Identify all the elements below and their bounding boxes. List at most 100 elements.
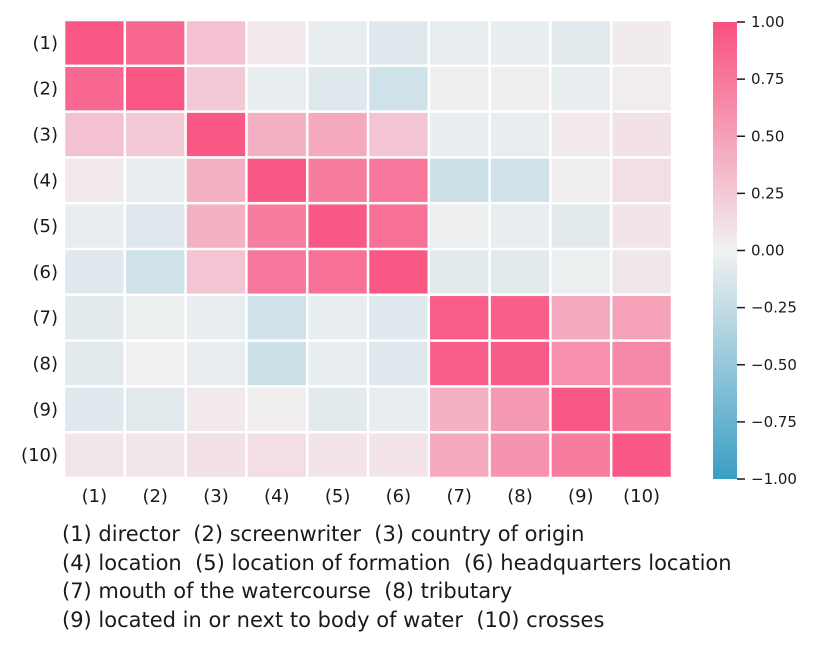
colorbar-tick-label: 1.00 bbox=[751, 13, 784, 31]
legend-line: (7) mouth of the watercourse (8) tributa… bbox=[62, 577, 822, 606]
heatmap-cell bbox=[247, 21, 306, 65]
heatmap-cell bbox=[186, 158, 246, 202]
heatmap-cell bbox=[551, 433, 610, 477]
heatmap-cell bbox=[126, 433, 185, 477]
heatmap-cell bbox=[612, 67, 671, 111]
heatmap-grid bbox=[65, 21, 671, 477]
heatmap-cell bbox=[308, 296, 367, 340]
heatmap-cell bbox=[612, 21, 671, 65]
heatmap-cell bbox=[308, 204, 367, 248]
heatmap-cell bbox=[308, 341, 367, 386]
heatmap-cell bbox=[430, 387, 489, 431]
heatmap-cell bbox=[186, 341, 246, 386]
heatmap-cell bbox=[551, 112, 610, 157]
heatmap-cell bbox=[612, 387, 671, 431]
colorbar-tick-label: −0.25 bbox=[751, 299, 797, 317]
colorbar-tick-label: 0.00 bbox=[751, 242, 784, 260]
heatmap-cell bbox=[65, 158, 124, 202]
heatmap-cell bbox=[551, 21, 610, 65]
heatmap-cell bbox=[308, 67, 367, 111]
row-label: (1) bbox=[33, 33, 59, 54]
column-label: (10) bbox=[623, 486, 660, 507]
heatmap-cell bbox=[126, 341, 185, 386]
legend-line: (1) director (2) screenwriter (3) countr… bbox=[62, 520, 822, 549]
heatmap-cell bbox=[490, 67, 550, 111]
heatmap-cell bbox=[126, 204, 185, 248]
heatmap-cell bbox=[65, 204, 124, 248]
heatmap-cell bbox=[551, 341, 610, 386]
heatmap-cell bbox=[247, 67, 306, 111]
heatmap-cell bbox=[65, 433, 124, 477]
column-label: (5) bbox=[325, 486, 351, 507]
column-label: (1) bbox=[82, 486, 108, 507]
heatmap-cell bbox=[247, 387, 306, 431]
colorbar-tick-label: −1.00 bbox=[751, 470, 797, 488]
row-label: (7) bbox=[33, 308, 59, 329]
heatmap-cell bbox=[186, 433, 246, 477]
heatmap-cell bbox=[430, 112, 489, 157]
heatmap-cell bbox=[247, 296, 306, 340]
column-label: (4) bbox=[264, 486, 290, 507]
row-label: (6) bbox=[33, 262, 59, 283]
heatmap-cell bbox=[612, 433, 671, 477]
heatmap-cell bbox=[490, 433, 550, 477]
heatmap-cell bbox=[65, 341, 124, 386]
heatmap-cell bbox=[247, 250, 306, 294]
heatmap-cell bbox=[369, 250, 428, 294]
heatmap-cell bbox=[490, 341, 550, 386]
heatmap-cell bbox=[612, 112, 671, 157]
heatmap-cell bbox=[369, 112, 428, 157]
heatmap-cell bbox=[126, 158, 185, 202]
colorbar-tick-label: −0.75 bbox=[751, 413, 797, 431]
legend-line: (9) located in or next to body of water … bbox=[62, 606, 822, 635]
heatmap-cell bbox=[490, 112, 550, 157]
colorbar-tick-label: 0.25 bbox=[751, 184, 784, 202]
row-label: (8) bbox=[33, 354, 59, 375]
heatmap-cell bbox=[126, 112, 185, 157]
heatmap-cell bbox=[551, 250, 610, 294]
heatmap-cell bbox=[186, 112, 246, 157]
column-label: (6) bbox=[386, 486, 412, 507]
heatmap-cell bbox=[369, 341, 428, 386]
heatmap-cell bbox=[490, 21, 550, 65]
column-label: (7) bbox=[446, 486, 472, 507]
heatmap-cell bbox=[551, 387, 610, 431]
colorbar-tick-label: 0.50 bbox=[751, 127, 784, 145]
heatmap-cell bbox=[308, 433, 367, 477]
heatmap-cell bbox=[430, 433, 489, 477]
heatmap-cell bbox=[369, 387, 428, 431]
heatmap-cell bbox=[247, 341, 306, 386]
heatmap-cell bbox=[490, 158, 550, 202]
row-label: (9) bbox=[33, 399, 59, 420]
column-label: (2) bbox=[142, 486, 168, 507]
colorbar bbox=[713, 22, 737, 479]
colorbar-tick-label: −0.50 bbox=[751, 356, 797, 374]
heatmap-cell bbox=[65, 67, 124, 111]
legend-line-text: (7) mouth of the watercourse (8) tributa… bbox=[62, 579, 513, 603]
heatmap-cell bbox=[369, 296, 428, 340]
heatmap-cell bbox=[430, 250, 489, 294]
heatmap-cell bbox=[126, 21, 185, 65]
heatmap-cell bbox=[551, 67, 610, 111]
column-labels: (1) (2) (3) (4) (5) (6) (7) (8) (9) (10) bbox=[82, 486, 660, 507]
heatmap-cell bbox=[490, 387, 550, 431]
heatmap-cell bbox=[369, 21, 428, 65]
heatmap-cell bbox=[369, 67, 428, 111]
column-label: (9) bbox=[568, 486, 594, 507]
colorbar-ticks: 1.00 0.75 0.50 0.25 0.00 −0.25 −0.50 −0.75 −1.00 bbox=[737, 13, 797, 488]
heatmap-cell bbox=[65, 387, 124, 431]
row-label: (3) bbox=[33, 125, 59, 146]
heatmap-cell bbox=[308, 250, 367, 294]
heatmap-cell bbox=[186, 204, 246, 248]
legend-line-text: (9) located in or next to body of water … bbox=[62, 607, 605, 632]
heatmap-cell bbox=[186, 250, 246, 294]
heatmap-cell bbox=[247, 433, 306, 477]
heatmap-cell bbox=[490, 296, 550, 340]
column-label: (3) bbox=[203, 486, 229, 507]
heatmap-cell bbox=[612, 250, 671, 294]
row-labels: (1) (2) (3) (4) (5) (6) (7) (8) (9) (10) bbox=[21, 33, 58, 466]
row-label: (4) bbox=[33, 170, 59, 191]
heatmap-cell bbox=[186, 296, 246, 340]
heatmap-cell bbox=[186, 387, 246, 431]
